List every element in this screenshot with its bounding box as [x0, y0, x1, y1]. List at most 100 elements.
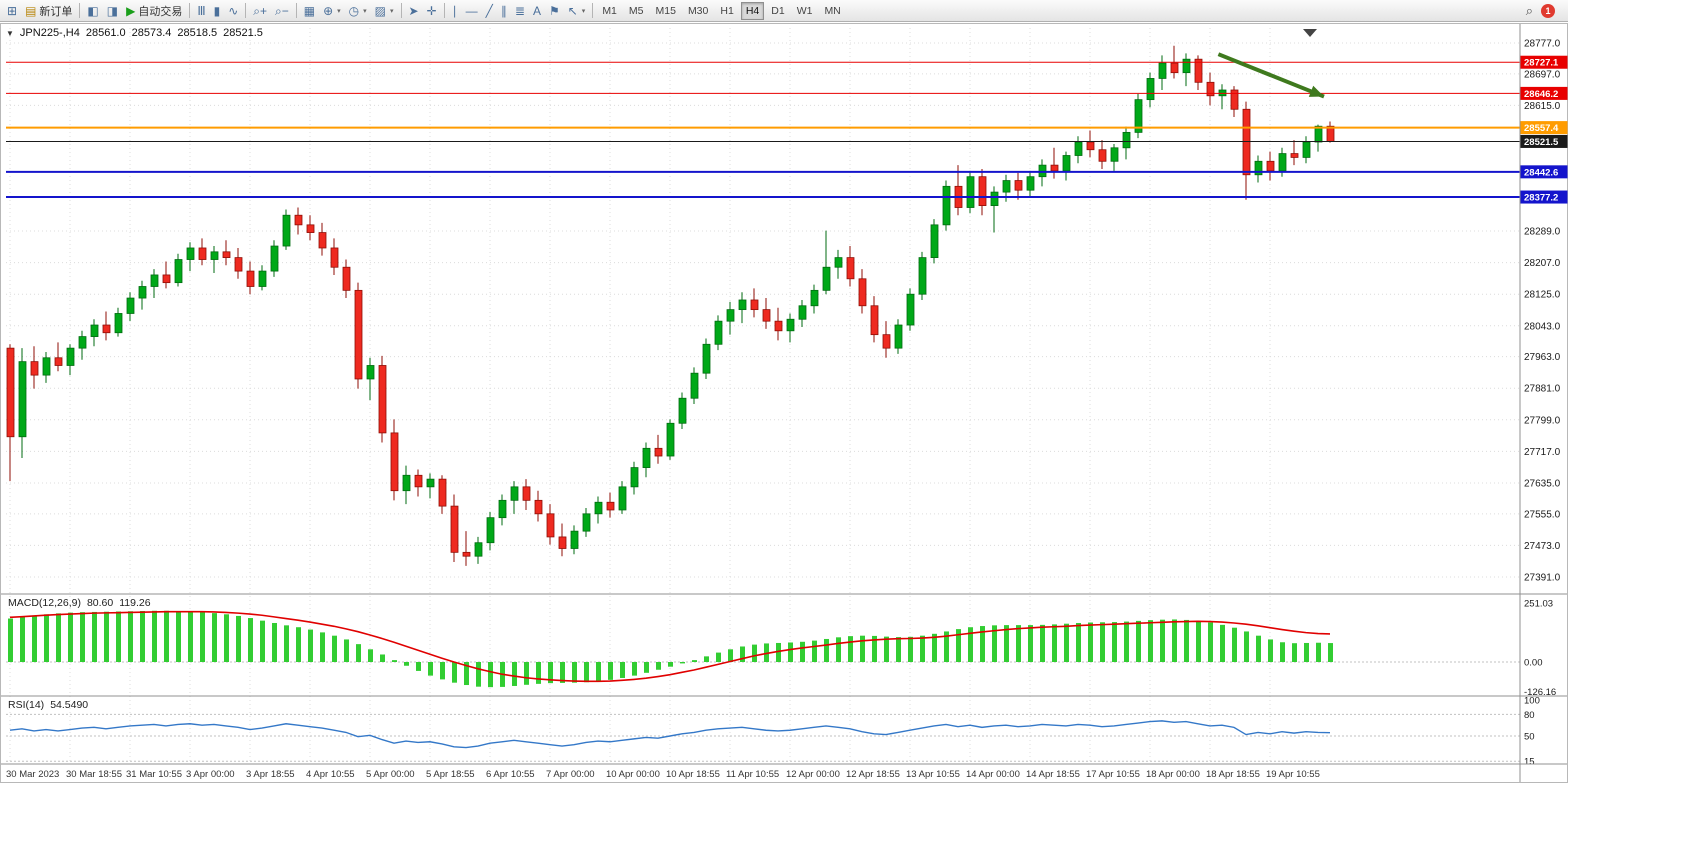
text-button[interactable]: A — [529, 1, 545, 21]
line-chart-button[interactable]: ∿ — [224, 1, 242, 21]
macd-bar — [836, 637, 841, 662]
periods-button[interactable]: ◷ ▾ — [345, 1, 371, 21]
chart-shift-marker[interactable] — [1303, 29, 1317, 37]
trendline-button[interactable]: ╱ — [482, 1, 497, 21]
bar-chart-button[interactable]: Ⅲ — [193, 1, 209, 21]
candle-body — [30, 361, 39, 376]
timeframe-button-m1[interactable]: M1 — [602, 4, 617, 17]
macd-main-value: 80.60 — [86, 597, 114, 609]
macd-axis-label: -126.16 — [1524, 687, 1556, 698]
market-watch-button[interactable]: ◧ — [83, 1, 102, 21]
vertical-line-button[interactable]: ∣ — [448, 1, 462, 21]
candle-body — [510, 486, 519, 501]
support-line-1-tag — [1520, 165, 1568, 179]
timeframe-button-m5[interactable]: M5 — [628, 4, 644, 17]
timeframe-button-m30[interactable]: M30 — [687, 4, 709, 17]
horizontal-line-button[interactable]: ― — [462, 1, 482, 21]
time-axis-label: 14 Apr 00:00 — [966, 769, 1020, 780]
macd-indicator — [6, 610, 1520, 688]
macd-signal-value: 119.26 — [119, 597, 151, 609]
tile-windows-button[interactable]: ▦ — [300, 1, 319, 21]
macd-bar — [92, 611, 97, 662]
candle-body — [6, 347, 15, 438]
zoom-out-button[interactable]: ⌕− — [271, 1, 293, 21]
candle-body — [438, 478, 447, 507]
support-line-2-tag — [1520, 190, 1568, 204]
collapse-chart-icon[interactable]: ▼ — [6, 28, 14, 38]
auto-trading-button[interactable]: ▶ 自动交易 — [122, 1, 186, 21]
macd-bar — [1256, 635, 1261, 662]
crosshair-icon: ✛ — [426, 3, 437, 18]
navigator-button[interactable]: ◨ — [103, 1, 122, 21]
time-axis-label: 10 Apr 00:00 — [606, 769, 660, 780]
candle-body — [1146, 78, 1155, 101]
channel-button[interactable]: ∥ — [497, 1, 511, 21]
candle-body — [450, 505, 459, 553]
candle-body — [186, 247, 195, 260]
text-icon: A — [532, 3, 541, 18]
candle-body — [294, 214, 303, 226]
candle-body — [306, 224, 315, 233]
time-axis[interactable] — [0, 764, 1520, 782]
macd-bar — [776, 642, 781, 662]
timeframe-button-m15[interactable]: M15 — [655, 4, 676, 17]
rsi-value: 54.5490 — [50, 699, 89, 711]
zoom-in-icon: ⌕+ — [253, 3, 268, 18]
timeframe-button-w1[interactable]: W1 — [796, 4, 813, 17]
timeframe-button-h4[interactable]: H4 — [740, 1, 765, 20]
bid-price-line-tag — [1520, 134, 1568, 148]
macd-bar — [1136, 620, 1141, 662]
price-axis[interactable] — [1520, 24, 1568, 782]
timeframe-button-mn[interactable]: MN — [824, 4, 841, 17]
time-axis-label: 3 Apr 00:00 — [186, 769, 235, 780]
candle-body — [198, 247, 207, 260]
notification-badge[interactable]: 1 — [1541, 3, 1555, 18]
candle-body — [1050, 164, 1059, 172]
cursor-button[interactable]: ➤ — [405, 1, 423, 21]
macd-bar — [980, 626, 985, 662]
fibonacci-button[interactable]: ≣ — [511, 1, 529, 21]
candle-body — [390, 432, 399, 492]
candle-body — [1074, 141, 1083, 156]
macd-bar — [200, 612, 205, 662]
timeframe-button-h1[interactable]: H1 — [720, 4, 734, 17]
candle-body — [150, 274, 159, 287]
macd-bar — [20, 616, 25, 662]
time-axis-label: 5 Apr 18:55 — [426, 769, 475, 780]
candle-body — [1014, 180, 1023, 191]
crosshair-button[interactable]: ✛ — [423, 1, 441, 21]
candlestick-chart-button[interactable]: ▮ — [210, 1, 225, 21]
candle-body — [918, 257, 927, 295]
macd-bar — [656, 662, 661, 670]
trendline-icon: ╱ — [485, 3, 493, 18]
candle-body — [858, 278, 867, 307]
new-order-button[interactable]: ▤ 新订单 — [21, 1, 76, 21]
time-axis-label: 17 Apr 10:55 — [1086, 769, 1140, 780]
macd-bar — [692, 660, 697, 662]
templates-button[interactable]: ▨ ▾ — [371, 1, 398, 21]
search-icon[interactable]: ⌕ — [1525, 2, 1533, 18]
candle-body — [762, 309, 771, 322]
macd-bar — [1040, 624, 1045, 662]
chevron-down-icon: ▾ — [337, 7, 341, 15]
candle-body — [426, 478, 435, 488]
candle-body — [414, 474, 423, 488]
timeframe-button-d1[interactable]: D1 — [771, 4, 785, 17]
new-chart-button[interactable]: ⊞ — [3, 1, 21, 21]
macd-bar — [8, 618, 13, 662]
zoom-in-button[interactable]: ⌕+ — [249, 1, 271, 21]
toolbar-separator — [400, 3, 402, 18]
macd-bar — [428, 662, 433, 676]
price-axis-label: 27635.0 — [1524, 478, 1561, 489]
candle-body — [1206, 81, 1215, 97]
toolbar-right: ⌕ 1 — [1526, 3, 1565, 19]
arrows-button[interactable]: ↖ ▾ — [564, 1, 590, 21]
trend-arrow[interactable] — [1217, 52, 1325, 99]
indicators-button[interactable]: ⊕ ▾ — [319, 1, 345, 21]
label-button[interactable]: ⚑ — [545, 1, 564, 21]
candle-body — [234, 257, 243, 272]
time-axis-label: 5 Apr 00:00 — [366, 769, 415, 780]
macd-bar — [1160, 619, 1165, 662]
horizontal-lines: 28727.1 28646.2 28557.4 28521.5 28442.6 28377… — [6, 55, 1568, 204]
